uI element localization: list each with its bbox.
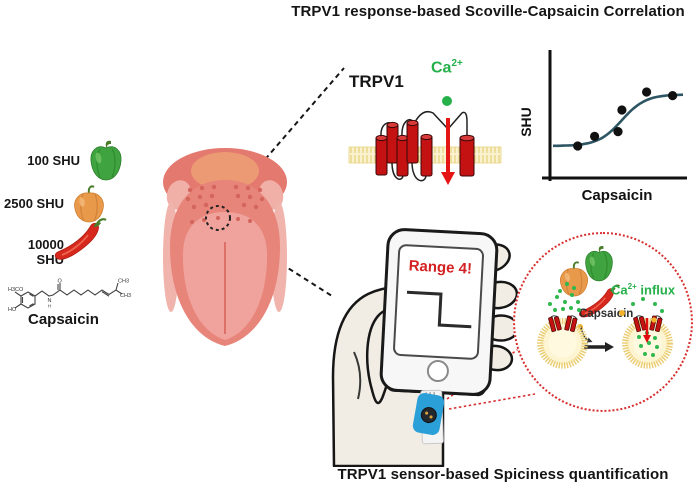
shu-label-2500: 2500 SHU (4, 196, 64, 211)
atom-label-ch3-bottom: CH3 (120, 293, 131, 299)
smartphone: Range 4! (378, 227, 500, 397)
atom-label-ho: HO (8, 307, 17, 313)
y-axis-label: SHU (518, 107, 534, 137)
liposome-inset: Ca2+ influx Capsaicin (513, 232, 693, 412)
influx-ion-symbol: Ca (611, 282, 628, 298)
calcium-influx-label: Ca2+ influx (611, 282, 675, 297)
inset-influx-arrow (643, 318, 651, 343)
influx-arrow (441, 118, 455, 185)
atom-label-ch3-top: CH3 (118, 279, 129, 285)
atom-label-n: N (48, 298, 52, 304)
calcium-label: Ca2+ (431, 58, 463, 77)
capsaicin-name: Capsaicin (28, 311, 99, 328)
green-bell-pepper-icon (90, 140, 122, 181)
influx-word: influx (636, 282, 676, 298)
phone-hand-group: Range 4! (328, 222, 528, 467)
home-button (426, 359, 450, 383)
atom-label-h3co: H3CO (8, 287, 24, 293)
step-signal (406, 290, 472, 329)
x-axis-label: Capsaicin (582, 187, 653, 204)
channel-helices (375, 119, 475, 177)
red-chili-icon (54, 218, 108, 261)
title-top: TRPV1 response-based Scoville-Capsaicin … (291, 3, 685, 20)
sensor-spot (419, 405, 439, 425)
inset-ion-dots (548, 282, 664, 357)
tongue-zoom-circle (205, 205, 231, 231)
tongue-illustration (163, 148, 287, 346)
trpv1-channel-drawing (348, 96, 502, 185)
title-bottom: TRPV1 sensor-based Spiciness quantificat… (337, 466, 669, 483)
influx-ion-charge: 2+ (627, 282, 637, 291)
capsaicin-molecule-dot (577, 324, 583, 330)
papillae-dots (185, 184, 265, 224)
chart-data-layer (553, 87, 684, 151)
phone-screen: Range 4! (392, 243, 485, 361)
shu-capsaicin-chart: SHU Capsaicin (518, 50, 687, 204)
calcium-charge: 2+ (451, 58, 463, 69)
calcium-ion-dot (442, 96, 452, 106)
atom-label-o: O (58, 279, 63, 285)
trpv1-panel: TRPV1 Ca2+ (345, 58, 505, 193)
capsaicin-structure: H3CO HO O N H CH3 CH3 (8, 279, 131, 314)
atom-label-h: H (48, 304, 51, 309)
capsaicin-dots (619, 310, 657, 323)
calcium-symbol: Ca (431, 59, 452, 77)
shu-label-100: 100 SHU (27, 153, 80, 168)
trpv1-label: TRPV1 (349, 72, 404, 91)
inset-capsaicin-label: Capsaicin (579, 308, 634, 320)
calcium-dots-outside (548, 282, 664, 313)
